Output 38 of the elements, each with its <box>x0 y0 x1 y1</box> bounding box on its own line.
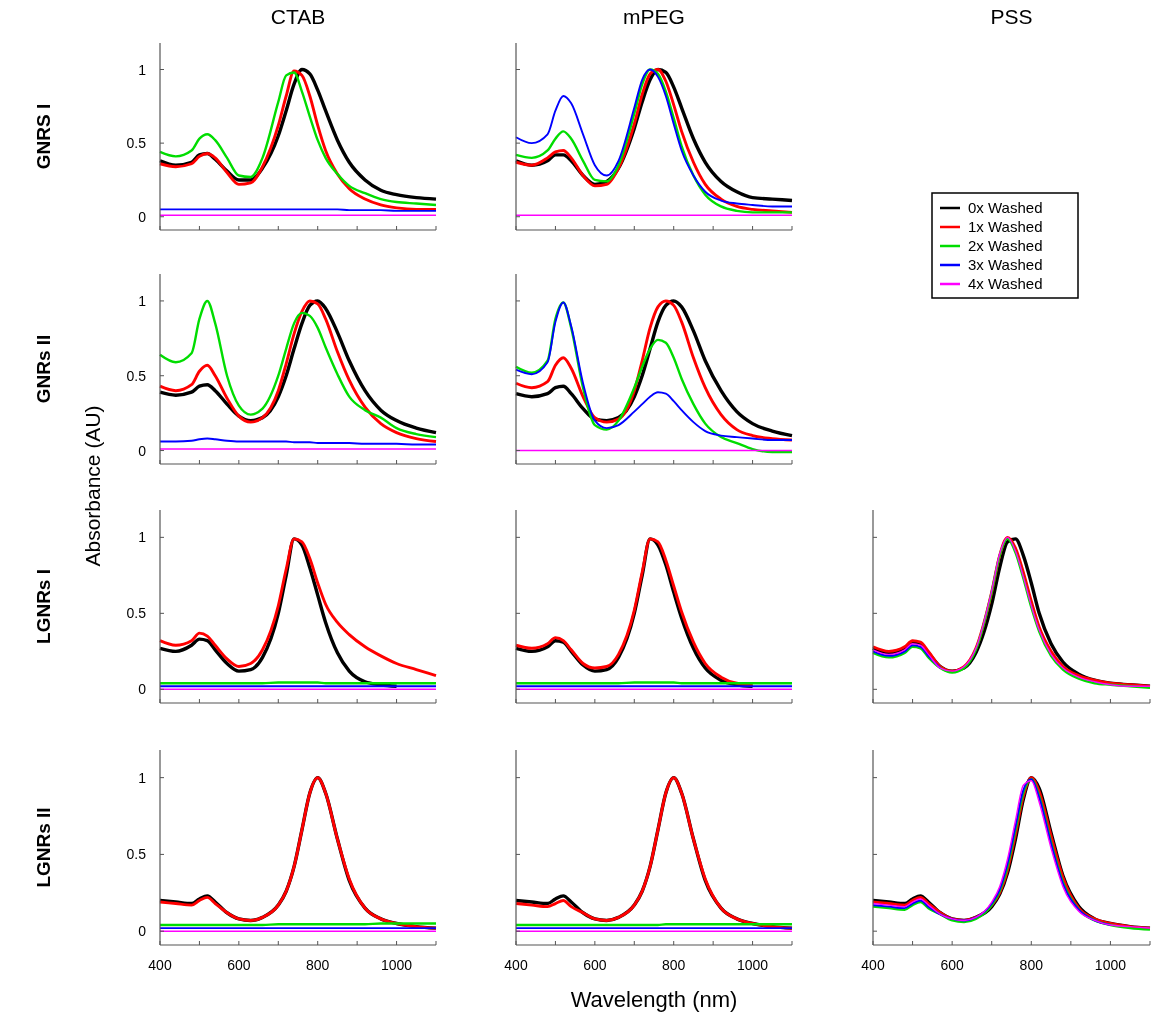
y-tick-label: 0.5 <box>126 846 147 863</box>
legend-label: 1x Washed <box>968 218 1043 235</box>
y-axis-title: LGNRs I <box>33 569 54 644</box>
y-axis-title: GNRs II <box>33 334 54 404</box>
y-tick-label: 1 <box>138 529 147 546</box>
x-tick-label: 1000 <box>380 957 413 973</box>
chart-title: mPEG <box>623 5 685 28</box>
x-tick-label: 800 <box>306 957 330 973</box>
x-tick-label: 600 <box>583 957 607 973</box>
legend-label: 3x Washed <box>968 256 1043 273</box>
y-tick-label: 0 <box>138 923 147 940</box>
y-tick-label: 0 <box>138 681 147 698</box>
x-tick-label: 600 <box>940 957 965 973</box>
y-axis-title: GNRS I <box>33 103 54 170</box>
legend-label: 4x Washed <box>968 275 1043 292</box>
x-tick-label: 400 <box>148 957 172 973</box>
y-tick-label: 0.5 <box>126 605 147 622</box>
y-tick-label: 0 <box>138 208 147 225</box>
x-tick-label: 400 <box>861 957 885 973</box>
x-tick-label: 1000 <box>1094 957 1127 973</box>
y-axis-title: LGNRs II <box>33 807 54 888</box>
x-tick-label: 600 <box>227 957 251 973</box>
x-tick-label: 1000 <box>736 957 769 973</box>
x-tick-label: 400 <box>504 957 528 973</box>
text: Absorbance (AU) <box>81 405 104 567</box>
y-tick-label: 0 <box>138 442 147 459</box>
chart-title: PSS <box>990 5 1033 28</box>
legend-label: 2x Washed <box>968 237 1043 254</box>
x-tick-label: 800 <box>662 957 686 973</box>
y-tick-label: 1 <box>138 292 147 309</box>
x-tick-label: 800 <box>1019 957 1044 973</box>
y-tick-label: 1 <box>138 769 147 786</box>
x-axis-title: Wavelength (nm) <box>570 987 738 1012</box>
y-tick-label: 1 <box>138 61 147 78</box>
legend-label: 0x Washed <box>968 199 1043 216</box>
y-tick-label: 0.5 <box>126 367 147 384</box>
chart-title: CTAB <box>270 5 326 28</box>
y-tick-label: 0.5 <box>126 135 147 152</box>
